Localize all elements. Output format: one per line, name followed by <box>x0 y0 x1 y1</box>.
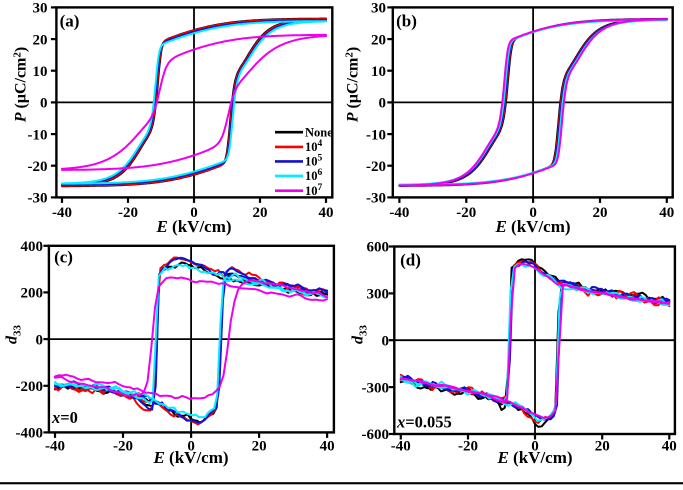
svg-text:P (μC/cm2): P (μC/cm2) <box>12 47 30 123</box>
svg-text:0: 0 <box>382 333 390 349</box>
svg-text:x=0.055: x=0.055 <box>396 412 452 431</box>
svg-text:d33: d33 <box>350 325 370 345</box>
svg-text:E (kV/cm): E (kV/cm) <box>152 448 228 467</box>
svg-text:0: 0 <box>187 439 195 455</box>
svg-text:-30: -30 <box>28 191 48 207</box>
svg-text:20: 20 <box>33 32 48 48</box>
svg-text:20: 20 <box>595 439 610 455</box>
svg-text:-40: -40 <box>45 439 65 455</box>
svg-text:10: 10 <box>371 64 386 80</box>
svg-text:-30: -30 <box>366 191 386 207</box>
svg-text:300: 300 <box>367 287 390 303</box>
svg-text:E (kV/cm): E (kV/cm) <box>494 217 570 236</box>
svg-text:-40: -40 <box>52 205 72 221</box>
svg-text:-20: -20 <box>456 205 476 221</box>
svg-text:-10: -10 <box>366 127 386 143</box>
svg-text:-300: -300 <box>362 380 390 396</box>
svg-text:400: 400 <box>21 239 44 255</box>
svg-text:E (kV/cm): E (kV/cm) <box>496 448 572 467</box>
svg-text:0: 0 <box>531 439 539 455</box>
svg-text:40: 40 <box>320 439 335 455</box>
svg-text:d33: d33 <box>4 325 24 345</box>
svg-text:-40: -40 <box>389 205 409 221</box>
svg-text:20: 20 <box>593 205 608 221</box>
svg-text:0: 0 <box>40 96 48 112</box>
svg-text:40: 40 <box>319 205 334 221</box>
svg-text:20: 20 <box>253 205 268 221</box>
svg-text:E (kV/cm): E (kV/cm) <box>155 217 231 236</box>
svg-text:-10: -10 <box>28 127 48 143</box>
svg-text:10: 10 <box>33 64 48 80</box>
svg-text:20: 20 <box>252 439 267 455</box>
svg-text:0: 0 <box>36 332 44 348</box>
svg-text:0: 0 <box>190 205 198 221</box>
svg-text:x=0: x=0 <box>51 408 78 427</box>
svg-text:200: 200 <box>21 286 44 302</box>
svg-text:-40: -40 <box>391 439 411 455</box>
svg-text:-20: -20 <box>118 205 138 221</box>
svg-text:(b): (b) <box>396 12 417 31</box>
svg-text:-600: -600 <box>362 427 390 443</box>
svg-text:(d): (d) <box>400 250 421 269</box>
svg-text:40: 40 <box>659 205 674 221</box>
svg-text:40: 40 <box>662 439 677 455</box>
svg-text:-20: -20 <box>28 159 48 175</box>
svg-text:30: 30 <box>371 1 386 17</box>
svg-text:-200: -200 <box>16 379 44 395</box>
svg-text:0: 0 <box>379 96 387 112</box>
svg-text:(a): (a) <box>60 12 80 31</box>
svg-text:-400: -400 <box>16 426 44 442</box>
svg-text:P (μC/cm2): P (μC/cm2) <box>344 47 362 123</box>
svg-text:20: 20 <box>371 32 386 48</box>
svg-text:-20: -20 <box>113 439 133 455</box>
svg-text:600: 600 <box>367 240 390 256</box>
svg-text:30: 30 <box>33 1 48 17</box>
svg-text:None: None <box>305 125 333 139</box>
svg-text:-20: -20 <box>458 439 478 455</box>
svg-text:(c): (c) <box>54 247 73 266</box>
svg-text:-20: -20 <box>366 159 386 175</box>
svg-text:0: 0 <box>529 205 537 221</box>
